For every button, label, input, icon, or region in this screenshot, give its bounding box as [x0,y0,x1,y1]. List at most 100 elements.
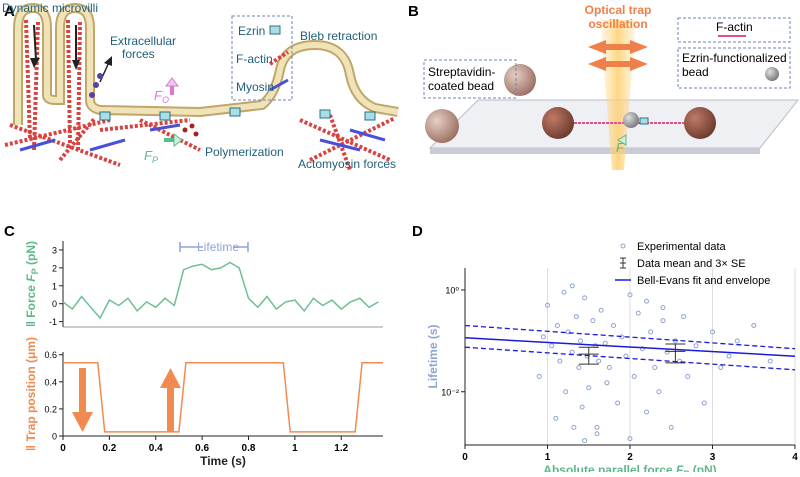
marker: ‖ [24,318,38,327]
data-point [710,329,715,335]
data-point [664,349,670,355]
label: Bleb retraction [300,29,377,43]
legend-label: Bell-Evans fit and envelope [637,275,770,287]
label-line: Optical trap [585,3,652,17]
text: Force [24,282,38,318]
data-point [545,302,550,308]
data-point [639,346,645,352]
x-tick-label: 1 [292,443,298,454]
x-tick-label: 0 [60,443,66,454]
legend-label: Myosin [236,80,274,94]
data-point [561,289,567,295]
fit-line [464,337,796,357]
marker: ‖ [24,442,38,451]
subscript: P [152,155,158,165]
label: Polymerization [205,145,284,159]
data-point [631,373,637,379]
data-point [582,438,588,444]
data-point [579,404,585,410]
x-tick-label: 0.6 [195,443,209,454]
unit: (pN) [689,463,716,472]
data-point [660,305,666,311]
data-point [604,380,610,386]
panel-a-illustration [4,2,399,171]
y-axis-label: Lifetime (s) [426,324,440,388]
panel-label: D [412,223,423,240]
subscript: O [162,95,169,105]
data-point [767,358,773,364]
data-point [549,343,555,349]
x-tick-label: 0.4 [149,443,163,454]
data-point [726,353,732,359]
label: Actomyosin forces [298,157,396,171]
envelope-line [464,324,796,350]
data-point [644,298,649,304]
label-line: bead [682,65,709,79]
label: Streptavidin-coated bead [428,65,495,93]
x-tick-label: 1.2 [334,443,348,454]
text: Absolute parallel force [543,463,676,472]
data-point [635,310,641,316]
error-bar [665,343,686,364]
data-point [594,424,600,430]
axis-label: ‖ Force FP (pN) [24,241,40,327]
data-point [578,338,583,344]
data-point [606,364,612,370]
panel-label: A [4,3,15,20]
y-tick-label: 10⁰ [445,285,459,295]
data-point [611,323,616,329]
data-point [540,334,546,340]
data-point [751,323,757,329]
data-point [681,314,687,320]
label: Ezrin-functionalized bead [682,51,787,79]
data-point [627,436,633,442]
data-point [598,307,604,313]
symbol: F [144,148,153,163]
data-point [693,343,699,349]
legend-label: Experimental data [637,241,727,253]
symbol: F [24,274,38,282]
label-line: Ezrin-functionalized [682,51,787,65]
data-point [685,373,691,379]
label: F-actin [716,20,753,34]
data-point [582,295,588,301]
x-tick-label: 4 [792,452,798,463]
symbol: F [676,463,684,472]
legend-label: F-actin [236,52,273,66]
data-point [668,424,674,430]
data-point [565,329,571,335]
label-line: coated bead [428,79,494,93]
data-point [586,385,592,391]
data-point [536,373,542,379]
data-point [644,409,649,415]
y-tick-label: 10⁻² [441,387,459,397]
data-point [596,358,602,364]
data-point [701,400,707,406]
data-point [594,431,600,437]
data-point [563,389,569,395]
data-point [652,364,658,370]
legend-symbol [620,257,626,269]
x-tick-label: 0.2 [102,443,116,454]
data-point [553,415,559,421]
x-tick-label: 0 [462,452,468,463]
data-point [627,292,633,298]
data-line [62,261,379,320]
force-label: F [616,140,625,155]
data-line [63,362,383,433]
panel-b-illustration [423,17,800,170]
data-point [573,314,579,320]
x-tick-label: 0.8 [242,443,256,454]
force-label: FP [144,148,158,165]
data-point [557,358,563,364]
data-point [648,329,654,335]
legend-label: Ezrin [238,24,265,38]
label: Extracellular forces [110,34,176,61]
legend-symbol [620,243,626,249]
label: Optical trap oscillation [585,3,652,31]
label-line: oscillation [588,17,647,31]
y-tick-label: 2 [52,263,57,273]
data-point [615,400,621,406]
panel-label: C [4,223,15,240]
data-point [590,318,596,324]
